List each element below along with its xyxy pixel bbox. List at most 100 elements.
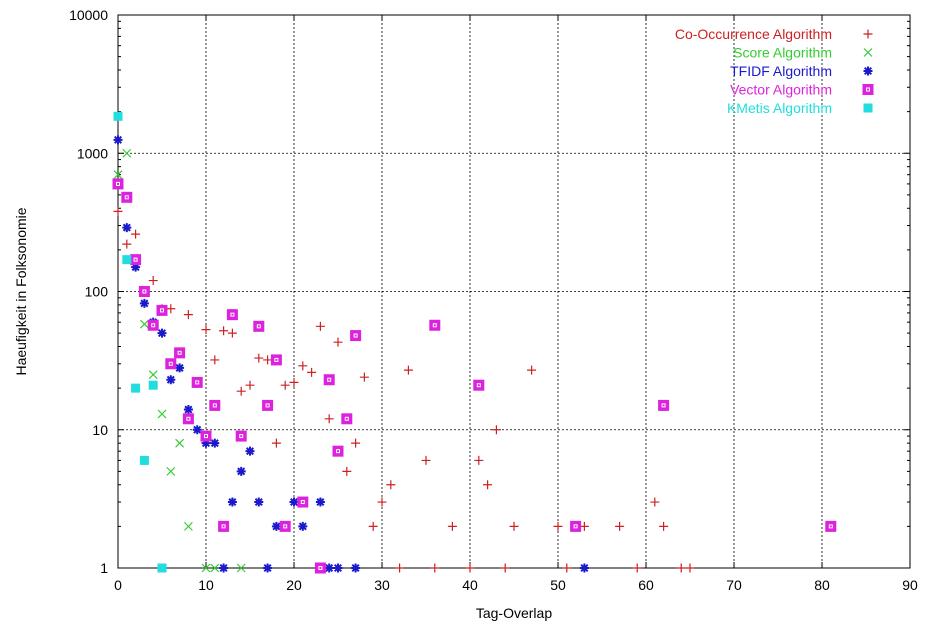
x-tick-label: 20: [286, 577, 302, 593]
data-point: [324, 414, 334, 424]
data-point: [166, 466, 176, 476]
square-marker-fill: [473, 379, 485, 391]
data-point: [527, 365, 537, 375]
data-point: [579, 563, 589, 573]
data-point: [121, 191, 133, 203]
x-tick-label: 80: [814, 577, 830, 593]
legend-label: Vector Algorithm: [730, 82, 832, 98]
data-point: [297, 496, 309, 508]
legend-marker: [863, 103, 873, 113]
series-5: [113, 111, 167, 573]
square-marker-inner: [336, 449, 340, 454]
square-marker-inner: [204, 434, 208, 439]
data-point: [280, 380, 290, 390]
data-point: [333, 337, 343, 347]
data-point: [509, 521, 519, 531]
y-tick-label: 1000: [77, 145, 108, 161]
square-marker-inner: [344, 416, 349, 421]
data-point: [139, 298, 149, 308]
data-point: [175, 363, 185, 373]
data-point: [166, 304, 176, 314]
square-marker-inner: [133, 257, 138, 262]
data-point: [553, 521, 563, 531]
data-point: [289, 497, 299, 507]
data-point: [341, 413, 353, 425]
data-point: [131, 262, 141, 272]
data-point: [315, 497, 325, 507]
square-marker-fill: [825, 520, 837, 532]
data-point: [262, 399, 274, 411]
data-point: [659, 521, 669, 531]
data-point: [226, 309, 238, 321]
square-marker-fill: [350, 330, 362, 342]
square-marker-fill: [341, 413, 353, 425]
square-marker-inner: [195, 380, 200, 385]
square-marker-fill: [270, 354, 282, 366]
series-3: [113, 135, 589, 573]
legend-marker: [863, 66, 873, 76]
square-marker-inner: [116, 181, 120, 186]
data-point: [271, 438, 281, 448]
legend-label: Score Algorithm: [733, 45, 832, 61]
square-marker-fill: [262, 399, 274, 411]
square-marker-fill: [332, 445, 344, 457]
data-point: [279, 520, 291, 532]
data-point: [165, 358, 177, 370]
data-point: [147, 319, 159, 331]
data-point: [474, 455, 484, 465]
data-point: [483, 480, 493, 490]
data-point: [210, 355, 220, 365]
data-point: [148, 276, 158, 286]
data-point: [210, 438, 220, 448]
data-point: [632, 563, 642, 573]
data-point: [254, 353, 264, 363]
data-point: [377, 497, 387, 507]
data-point: [122, 148, 132, 158]
y-tick-labels: 1 10 100 1000 10000: [69, 7, 108, 576]
data-point: [570, 520, 582, 532]
square-marker-inner: [432, 323, 437, 328]
data-point: [245, 446, 255, 456]
square-marker-inner: [318, 566, 323, 570]
square-marker-inner: [274, 357, 279, 362]
data-point: [201, 325, 211, 335]
data-point: [156, 304, 168, 316]
square-marker-fill: [112, 178, 124, 190]
square-marker-inner: [573, 524, 578, 529]
square-marker-inner: [661, 403, 666, 408]
data-point: [131, 229, 141, 239]
data-point: [253, 320, 265, 332]
data-point: [307, 367, 317, 377]
square-marker-inner: [124, 195, 129, 200]
data-point: [615, 521, 625, 531]
data-point: [201, 438, 211, 448]
data-point: [650, 497, 660, 507]
data-point: [113, 135, 123, 145]
data-point: [157, 409, 167, 419]
square-marker-inner: [230, 312, 235, 317]
data-point: [236, 466, 246, 476]
legend-marker: [862, 84, 874, 95]
data-point: [183, 405, 193, 415]
square-marker-fill: [174, 347, 186, 359]
data-point: [139, 319, 149, 329]
data-point: [236, 386, 246, 396]
data-point: [298, 361, 308, 371]
x-tick-label: 10: [198, 577, 214, 593]
data-points: [112, 111, 837, 574]
square-marker-inner: [283, 524, 288, 529]
square-marker-fill: [138, 286, 150, 297]
square-marker-fill: [570, 520, 582, 532]
square-marker-inner: [300, 500, 305, 505]
data-point: [676, 563, 686, 573]
square-marker-inner: [866, 87, 870, 92]
data-point: [421, 455, 431, 465]
data-point: [182, 413, 194, 425]
data-point: [359, 372, 369, 382]
data-point: [219, 563, 229, 573]
square-marker-inner: [265, 403, 270, 408]
data-point: [562, 563, 572, 573]
data-point: [298, 521, 308, 531]
data-point: [236, 563, 246, 573]
